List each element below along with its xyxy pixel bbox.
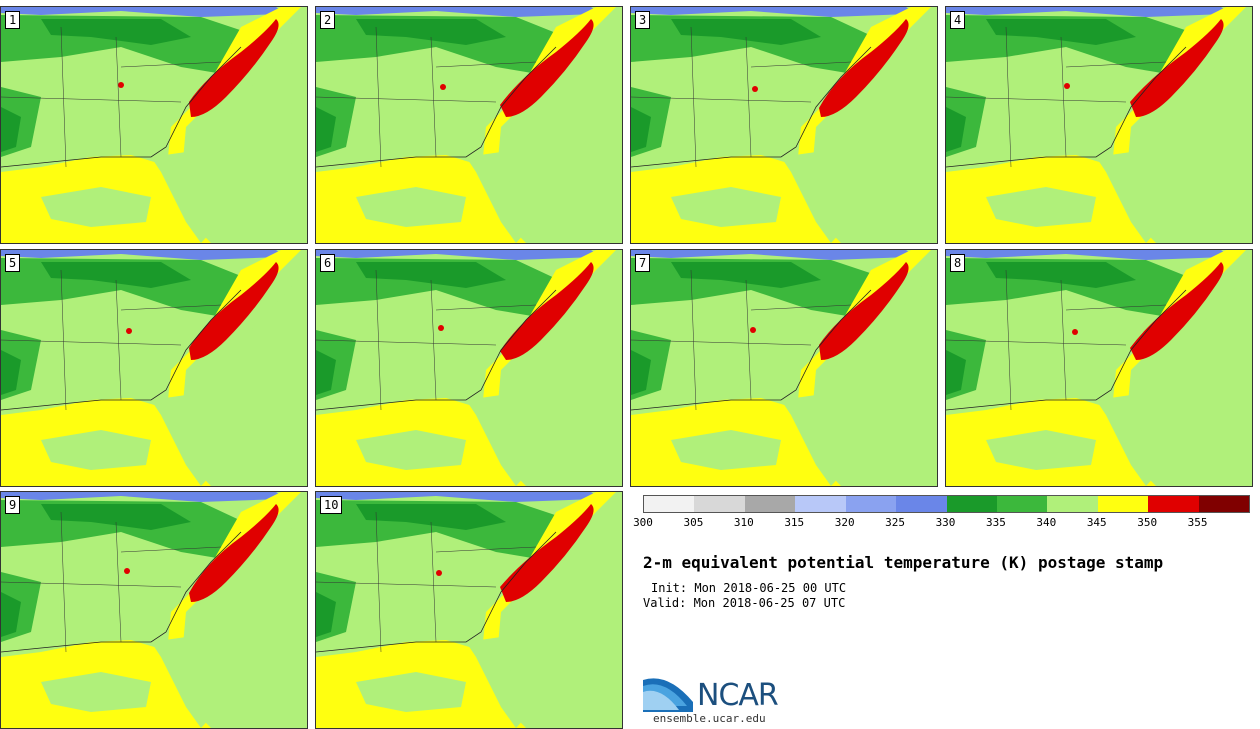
colorbar-tick-label: 340 [1036,516,1057,529]
member-map [316,250,622,486]
colorbar-segment [694,496,745,512]
colorbar-tick-label: 325 [885,516,906,529]
member-label: 3 [635,11,651,29]
colorbar-segment [996,496,1048,512]
colorbar-segment [1097,496,1149,512]
colorbar-tick-label: 345 [1086,516,1107,529]
colorbar-segment [896,496,947,512]
member-map [631,7,937,243]
member-label: 9 [5,496,21,514]
colorbar-tick-label: 355 [1187,516,1208,529]
member-panel-6: 6 [315,249,623,487]
member-map [1,492,307,728]
time-info: Init: Mon 2018-06-25 00 UTC Valid: Mon 2… [643,581,846,611]
ncar-logo-text: NCAR [697,678,779,713]
page-title: 2-m equivalent potential temperature (K)… [643,553,1164,572]
colorbar-segment [1198,496,1250,512]
colorbar-segment [845,496,897,512]
colorbar-tick-label: 350 [1137,516,1158,529]
colorbar-tick-label: 330 [935,516,956,529]
colorbar-segment [946,496,997,512]
member-panel-8: 8 [945,249,1253,487]
member-label: 10 [320,496,343,514]
member-panel-5: 5 [0,249,308,487]
member-map [946,7,1252,243]
member-panel-9: 9 [0,491,308,729]
member-label: 1 [5,11,21,29]
site-url: ensemble.ucar.edu [653,712,766,725]
member-label: 7 [635,254,651,272]
member-label: 5 [5,254,21,272]
ncar-logo-icon [643,678,693,712]
valid-time: Valid: Mon 2018-06-25 07 UTC [643,596,846,610]
member-map [316,7,622,243]
colorbar-segment [1148,496,1199,512]
member-map [631,250,937,486]
member-map [1,250,307,486]
member-label: 4 [950,11,966,29]
member-panel-10: 10 [315,491,623,729]
colorbar-segment [644,496,695,512]
member-label: 6 [320,254,336,272]
colorbar-segment [1047,496,1098,512]
colorbar-segment [795,496,846,512]
member-panel-7: 7 [630,249,938,487]
member-map [1,7,307,243]
member-label: 2 [320,11,336,29]
colorbar-tick-label: 320 [834,516,855,529]
member-map [946,250,1252,486]
colorbar-segment [744,496,796,512]
member-panel-2: 2 [315,6,623,244]
colorbar-ticks: 300 305 310 315 320 325 330 335 340 345 350 355 [633,516,1248,530]
member-label: 8 [950,254,966,272]
colorbar-tick-label: 300 [633,516,653,529]
colorbar [643,495,1250,513]
member-panel-4: 4 [945,6,1253,244]
init-time: Init: Mon 2018-06-25 00 UTC [651,581,847,595]
colorbar-tick-label: 315 [784,516,805,529]
colorbar-tick-label: 335 [985,516,1006,529]
member-panel-3: 3 [630,6,938,244]
colorbar-tick-label: 305 [683,516,704,529]
colorbar-tick-label: 310 [733,516,754,529]
member-map [316,492,622,728]
member-panel-1: 1 [0,6,308,244]
